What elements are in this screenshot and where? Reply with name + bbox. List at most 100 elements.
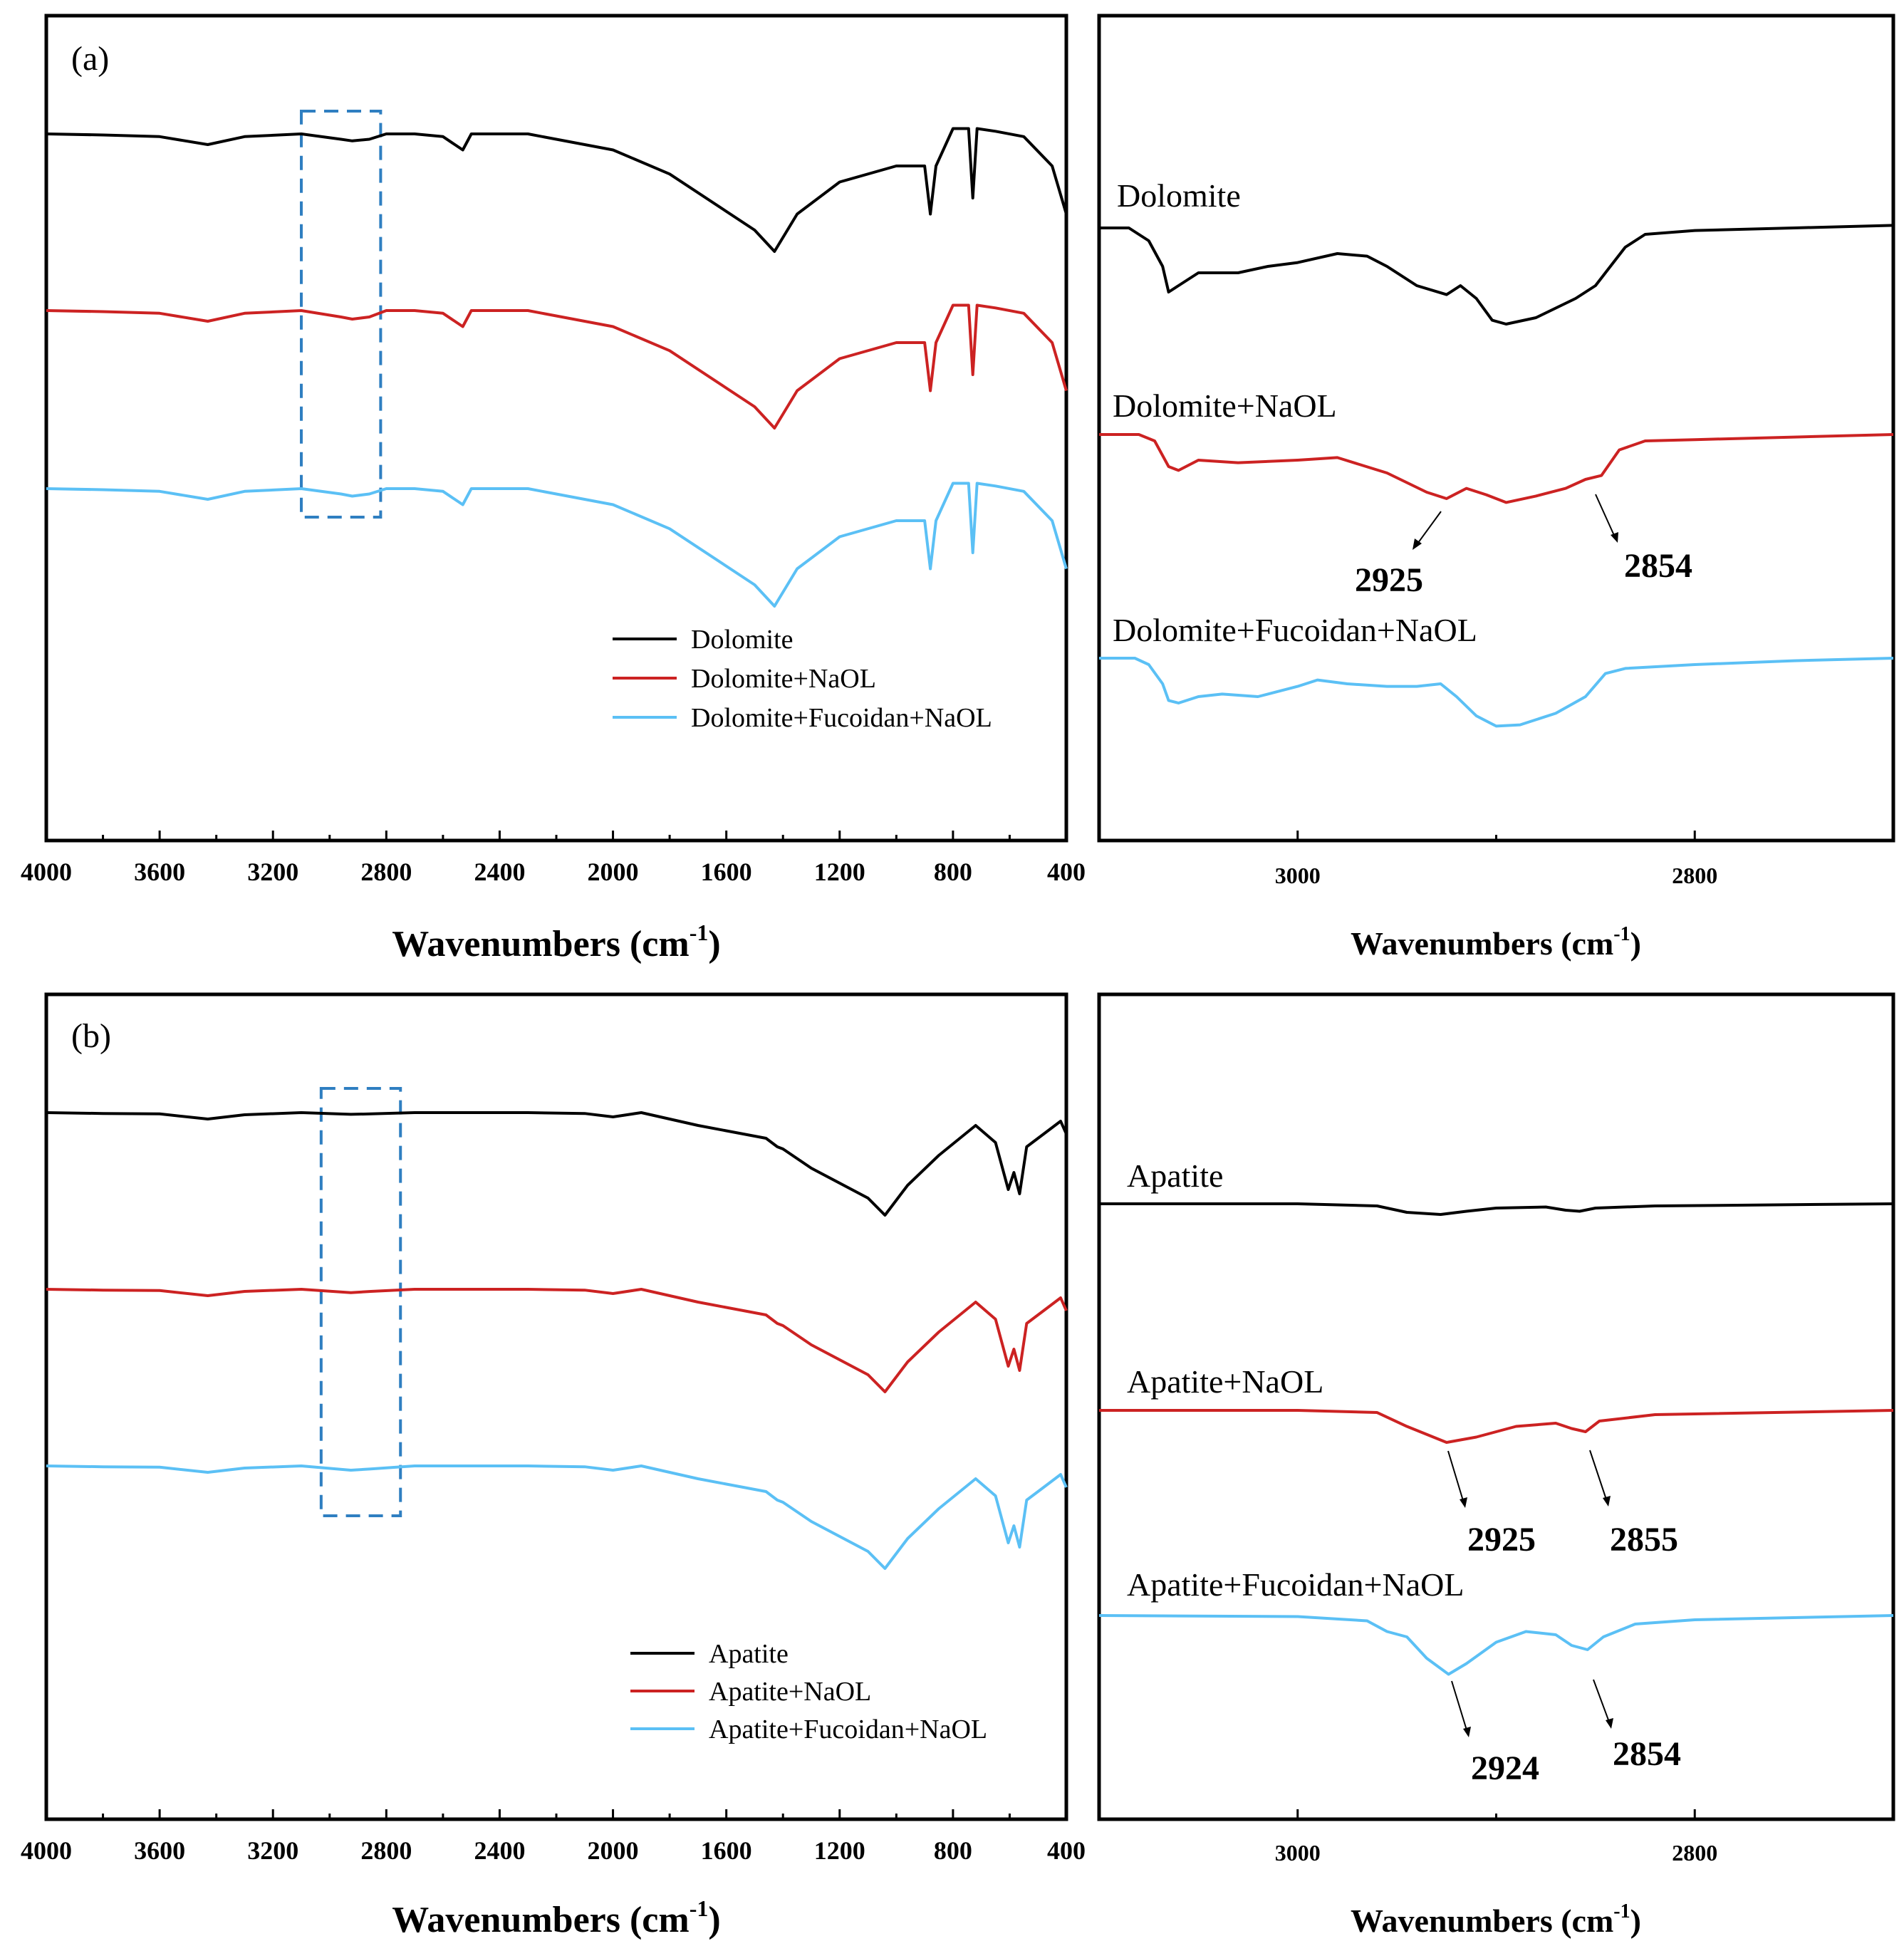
panel-b-zoom-x-axis-title-sup: -1 — [1613, 1900, 1630, 1923]
annotation-b-2925-label: 2925 — [1467, 1521, 1536, 1559]
panel-b-x-tick-labels: 4000 3600 3200 2800 2400 2000 1600 1200 800 400 — [21, 1836, 1086, 1865]
annotation-b-2855-arrow — [1589, 1450, 1608, 1502]
panel-b-x-ticks — [45, 1809, 1068, 1819]
annotation-b-2854-arrowhead — [1606, 1718, 1613, 1729]
panel-b-zoom-series-label-2: Apatite+NaOL — [1127, 1363, 1323, 1400]
annotation-b-2854-label: 2854 — [1613, 1735, 1681, 1773]
x-tick-label-2800: 2800 — [1672, 863, 1717, 888]
x-tick-label-2400: 2400 — [474, 858, 525, 886]
x-tick-label-400: 400 — [1047, 858, 1086, 886]
annotation-a-2854-arrow — [1595, 494, 1616, 539]
legend-b-entry-3: Apatite+Fucoidan+NaOL — [709, 1715, 987, 1744]
panel-b-label: (b) — [71, 1017, 111, 1055]
spectrum-dolomite-fucoidan-naol — [46, 482, 1068, 608]
spectrum-dolomite-fucoidan-naol — [1099, 657, 1894, 728]
x-tick-label-2800: 2800 — [1672, 1840, 1717, 1866]
panel-a-zoom-x-axis-title: Wavenumbers (cm-1) — [1351, 923, 1641, 962]
annotation-b-2924-label: 2924 — [1471, 1749, 1539, 1787]
panel-a-legend: Dolomite Dolomite+NaOL Dolomite+Fucoidan… — [613, 625, 992, 733]
x-tick-label-400: 400 — [1047, 1836, 1086, 1865]
panel-a-zoom-series-label-2: Dolomite+NaOL — [1113, 387, 1337, 424]
spectrum-dolomite-naol — [46, 303, 1068, 430]
panel-a-label: (a) — [71, 40, 109, 78]
annotation-a-2925-arrow — [1415, 511, 1442, 546]
annotation-a-2925-label: 2925 — [1355, 561, 1423, 599]
panel-b-x-axis-title: Wavenumbers (cm-1) — [392, 1895, 720, 1940]
x-tick-label-2000: 2000 — [588, 858, 639, 886]
spectrum-apatite-fucoidan-naol — [1098, 1614, 1894, 1676]
panel-a-zoom-x-axis-title-end: ) — [1630, 925, 1641, 962]
panel-b-curves — [46, 1111, 1068, 1570]
legend-b-entry-1: Apatite — [709, 1639, 789, 1669]
x-tick-label-800: 800 — [934, 1836, 972, 1865]
spectrum-apatite-naol — [1099, 1409, 1894, 1444]
annotation-b-2925-arrow — [1447, 1450, 1465, 1504]
panel-a-zoom-curves — [1099, 224, 1894, 728]
panel-a-x-tick-labels: 4000 3600 3200 2800 2400 2000 1600 1200 800 400 — [21, 858, 1086, 886]
panel-b-zoom: 3000 2800 Apatite Apatite+NaOL Apatite+Fu… — [1097, 992, 1895, 1939]
panel-b-zoom-x-tick-labels: 3000 2800 — [1275, 1840, 1718, 1866]
spectrum-dolomite-naol — [1099, 433, 1894, 504]
annotation-b-2924-arrowhead — [1463, 1727, 1471, 1737]
annotation-a-2925-arrowhead — [1413, 539, 1422, 550]
x-tick-label-2800: 2800 — [360, 1836, 412, 1865]
legend-a-entry-1: Dolomite — [691, 625, 794, 655]
panel-b-x-axis-title-main: Wavenumbers (cm — [392, 1900, 689, 1940]
annotation-b-2925-arrowhead — [1460, 1497, 1467, 1508]
panel-b-main: (b) 4000 3600 3200 2800 2400 2000 1600 1200 800 4… — [21, 992, 1086, 1940]
panel-b-x-axis-title-sup: -1 — [690, 1895, 709, 1921]
panel-a-x-axis-title: Wavenumbers (cm-1) — [392, 920, 720, 964]
x-tick-label-2800: 2800 — [360, 858, 412, 886]
panel-a-zoom: 3000 2800 Dolomite Dolomite+NaOL Dolomite… — [1097, 14, 1895, 962]
panel-a-x-axis-title-end: ) — [708, 924, 720, 964]
panel-b-legend: Apatite Apatite+NaOL Apatite+Fucoidan+Na… — [630, 1639, 987, 1744]
annotation-b-2855: 2855 — [1589, 1450, 1678, 1559]
spectrum-apatite — [1099, 1202, 1894, 1216]
x-tick-label-3000: 3000 — [1275, 863, 1321, 888]
x-tick-label-800: 800 — [934, 858, 972, 886]
x-tick-label-4000: 4000 — [21, 1836, 72, 1865]
panel-a-x-axis-title-sup: -1 — [690, 920, 709, 945]
panel-a-zoom-series-label-1: Dolomite — [1117, 177, 1241, 214]
panel-a-main: (a) 4000 3600 3200 2800 2400 2000 1600 1200 800 4… — [21, 14, 1086, 964]
annotation-b-2855-arrowhead — [1603, 1496, 1611, 1507]
panel-a-x-axis-title-main: Wavenumbers (cm — [392, 924, 689, 964]
panel-b-zoom-x-axis-title: Wavenumbers (cm-1) — [1351, 1900, 1641, 1939]
panel-b-zoom-x-axis-title-main: Wavenumbers (cm — [1351, 1903, 1613, 1939]
x-tick-label-3600: 3600 — [134, 858, 185, 886]
panel-a-zoom-x-ticks — [1098, 831, 1696, 841]
x-tick-label-3200: 3200 — [247, 1836, 298, 1865]
panel-b-zoom-series-label-1: Apatite — [1127, 1157, 1223, 1194]
x-tick-label-3000: 3000 — [1275, 1840, 1321, 1866]
annotation-a-2854-label: 2854 — [1624, 547, 1692, 585]
spectrum-dolomite — [1099, 224, 1894, 326]
x-tick-label-1600: 1600 — [701, 858, 752, 886]
annotation-a-2854-arrowhead — [1611, 532, 1618, 543]
panel-b-x-axis-title-end: ) — [708, 1900, 720, 1940]
panel-a-zoom-frame — [1097, 14, 1895, 843]
x-tick-label-1200: 1200 — [814, 1836, 865, 1865]
spectrum-apatite-naol — [46, 1288, 1068, 1393]
panel-a-x-ticks — [45, 831, 1068, 841]
panel-b-zoom-x-ticks — [1098, 1809, 1696, 1819]
x-tick-label-4000: 4000 — [21, 858, 72, 886]
annotation-b-2855-label: 2855 — [1610, 1521, 1678, 1559]
x-tick-label-3600: 3600 — [134, 1836, 185, 1865]
panel-b-zoom-x-axis-title-end: ) — [1630, 1903, 1641, 1939]
annotation-b-2924-arrow — [1451, 1680, 1468, 1733]
panel-b-highlight-box — [319, 1087, 402, 1517]
legend-a-entry-3: Dolomite+Fucoidan+NaOL — [691, 703, 992, 733]
spectrum-apatite — [46, 1111, 1068, 1217]
legend-b-entry-2: Apatite+NaOL — [709, 1677, 871, 1707]
x-tick-label-1200: 1200 — [814, 858, 865, 886]
panel-a-zoom-series-label-3: Dolomite+Fucoidan+NaOL — [1113, 612, 1477, 648]
panel-a-curves — [46, 127, 1068, 608]
spectrum-apatite-fucoidan-naol — [46, 1464, 1068, 1570]
panel-a-zoom-x-tick-labels: 3000 2800 — [1275, 863, 1718, 888]
legend-a-entry-2: Dolomite+NaOL — [691, 664, 876, 694]
annotation-b-2854: 2854 — [1593, 1679, 1681, 1773]
panel-b-zoom-series-label-3: Apatite+Fucoidan+NaOL — [1127, 1566, 1464, 1603]
panel-b-zoom-frame — [1097, 992, 1895, 1821]
x-tick-label-2400: 2400 — [474, 1836, 525, 1865]
